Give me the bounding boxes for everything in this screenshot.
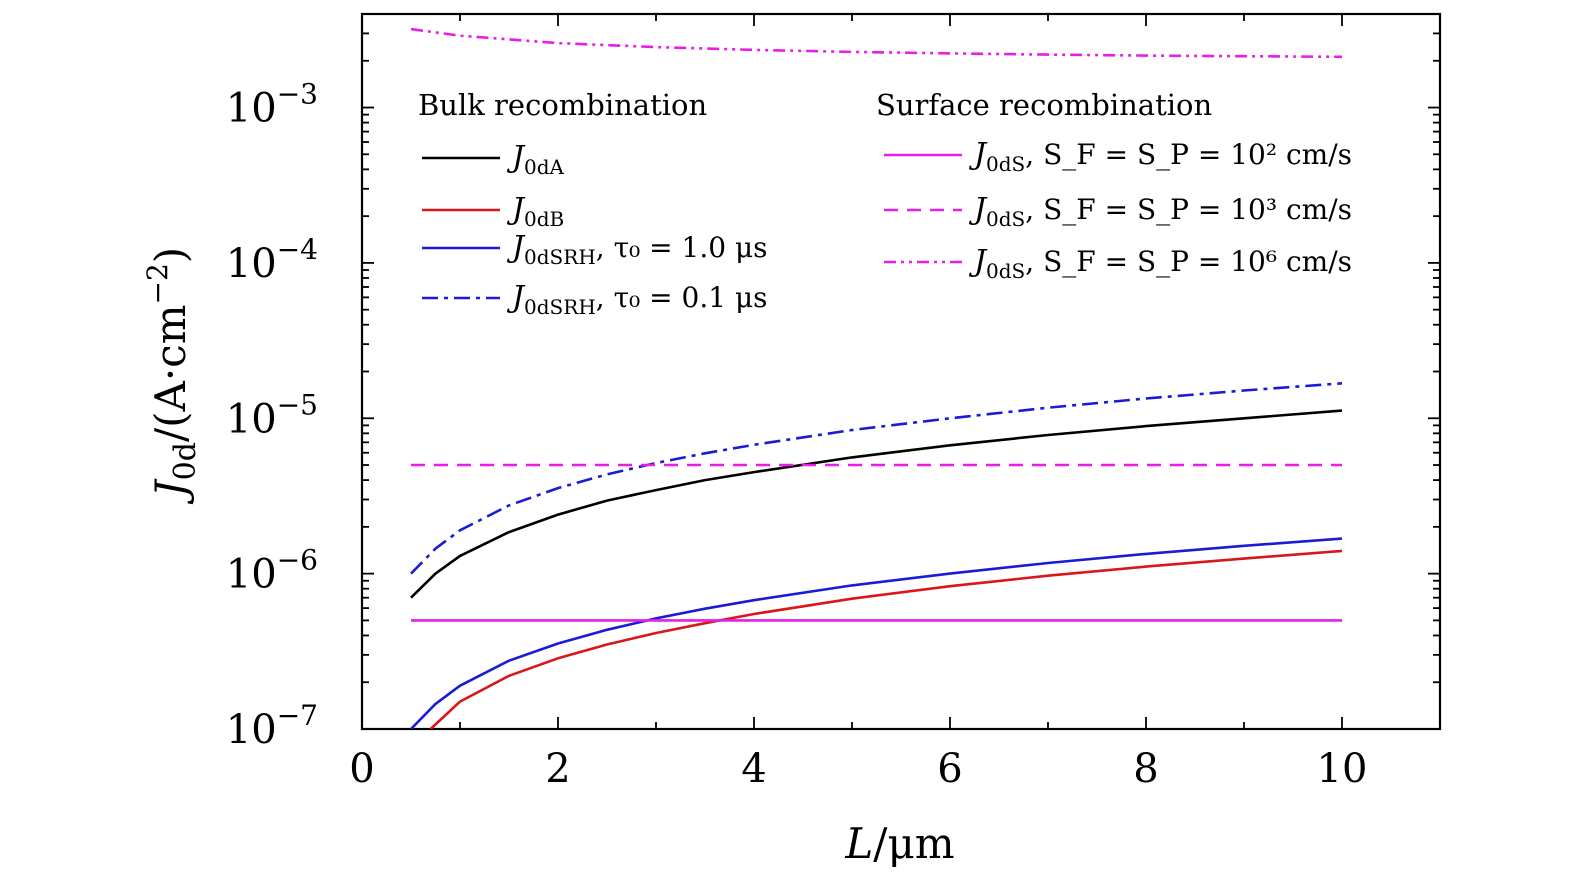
y-tick-label: 10−3	[226, 78, 318, 132]
y-tick-label: 10−6	[226, 544, 318, 598]
x-tick-label: 4	[741, 746, 766, 792]
legend-label-j0dB: J0dB	[506, 192, 564, 231]
x-axis-title: L/μm	[844, 819, 954, 868]
x-tick-label: 8	[1133, 746, 1158, 792]
axis-ticks	[361, 13, 1441, 730]
legend-label-j0dS3: J0dS, S_F = S_P = 10³ cm/s	[968, 192, 1352, 231]
x-tick-label: 10	[1317, 746, 1368, 792]
legend-group-title-bulk: Bulk recombination	[418, 88, 707, 122]
series-line-j0dS6	[410, 27, 1343, 59]
x-tick-label: 2	[545, 746, 570, 792]
legend-label-j0dSRH01: J0dSRH, τ₀ = 0.1 μs	[506, 280, 768, 319]
series-line-j0dSRH1	[410, 537, 1343, 729]
series-line-j0dA	[410, 409, 1343, 599]
y-axis-title: J0d/(A·cm−2)	[141, 247, 203, 505]
y-tick-label: 10−7	[226, 699, 318, 753]
y-tick-label: 10−4	[226, 233, 318, 287]
y-tick-label: 10−5	[226, 388, 318, 442]
legend-label-j0dSRH1: J0dSRH, τ₀ = 1.0 μs	[506, 230, 768, 269]
series-line-j0dSRH01	[410, 382, 1343, 575]
series-line-j0dB	[429, 549, 1343, 729]
x-tick-label: 0	[349, 746, 374, 792]
legend-label-j0dA: J0dA	[506, 140, 565, 179]
x-tick-label: 6	[937, 746, 962, 792]
series-layer	[410, 27, 1343, 729]
tick-labels: 0 2 4 6 8 10 10−3 10−4 10−5 10−6 10−7	[226, 78, 1368, 792]
legend-label-j0dS6: J0dS, S_F = S_P = 10⁶ cm/s	[968, 244, 1352, 283]
legend-label-j0dS2: J0dS, S_F = S_P = 10² cm/s	[968, 137, 1352, 176]
legend-group-title-surface: Surface recombination	[876, 88, 1212, 122]
